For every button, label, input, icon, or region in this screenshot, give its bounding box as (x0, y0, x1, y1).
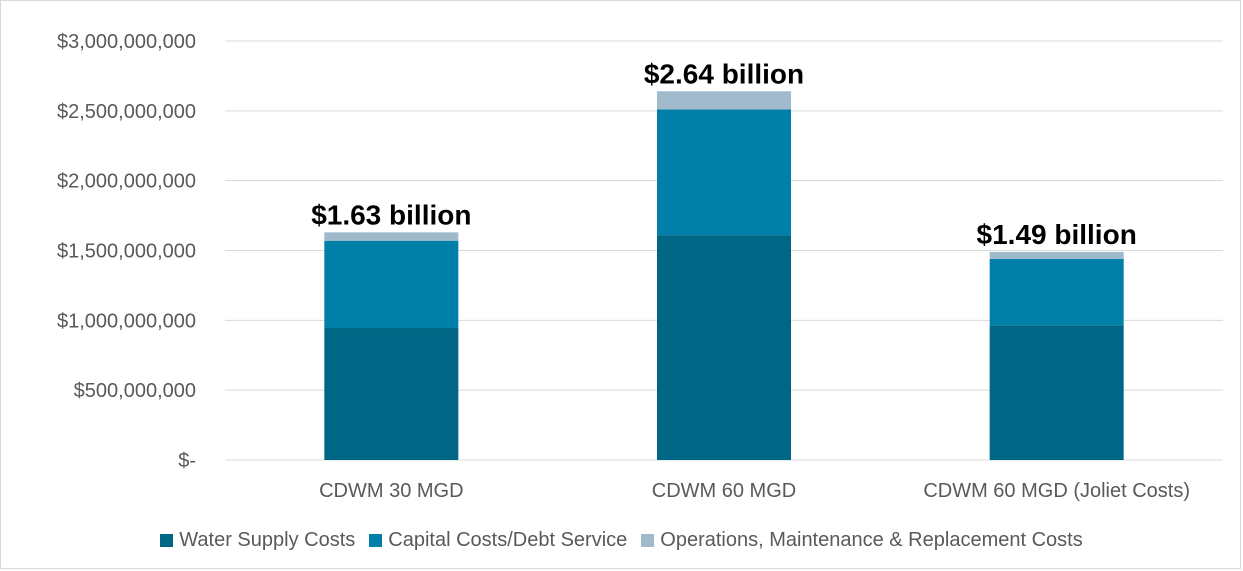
y-tick-label: $1,000,000,000 (57, 310, 196, 332)
y-tick-label: $2,500,000,000 (57, 101, 196, 123)
y-tick-label: $- (178, 450, 196, 472)
bar-segment (324, 328, 458, 460)
legend-swatch (160, 534, 173, 547)
legend-item: Water Supply Costs (160, 529, 355, 552)
bar-segment (324, 241, 458, 328)
total-label: $2.64 billion (644, 58, 804, 89)
legend-swatch (641, 534, 654, 547)
total-label: $1.63 billion (311, 199, 471, 230)
bar-segment (657, 235, 791, 460)
category-label: CDWM 30 MGD (319, 480, 463, 502)
bar-segment (324, 232, 458, 240)
bar-segment (990, 259, 1124, 325)
category-label: CDWM 60 MGD (Joliet Costs) (923, 480, 1190, 502)
bar-segment (657, 91, 791, 109)
y-axis-tick-labels: $- $500,000,000 $1,000,000,000 $1,500,000,0… (57, 31, 196, 472)
total-label: $1.49 billion (977, 219, 1137, 250)
y-tick-label: $3,000,000,000 (57, 31, 196, 53)
legend-item: Operations, Maintenance & Replacement Co… (641, 529, 1082, 552)
y-tick-label: $500,000,000 (74, 380, 196, 402)
bars (324, 91, 1123, 460)
x-axis-category-labels: CDWM 30 MGD CDWM 60 MGD CDWM 60 MGD (Jolie… (319, 480, 1190, 502)
category-label: CDWM 60 MGD (652, 480, 796, 502)
stacked-bar-chart: $- $500,000,000 $1,000,000,000 $1,500,000,0… (0, 0, 1243, 520)
bar-segment (657, 109, 791, 235)
legend-item: Capital Costs/Debt Service (369, 529, 627, 552)
bar-segment (990, 325, 1124, 460)
legend-label: Capital Costs/Debt Service (388, 529, 627, 552)
legend-label: Water Supply Costs (179, 529, 355, 552)
legend: Water Supply Costs Capital Costs/Debt Ser… (0, 525, 1243, 555)
y-tick-label: $2,000,000,000 (57, 171, 196, 193)
legend-label: Operations, Maintenance & Replacement Co… (660, 529, 1082, 552)
y-tick-label: $1,500,000,000 (57, 241, 196, 263)
bar-segment (990, 252, 1124, 259)
legend-swatch (369, 534, 382, 547)
